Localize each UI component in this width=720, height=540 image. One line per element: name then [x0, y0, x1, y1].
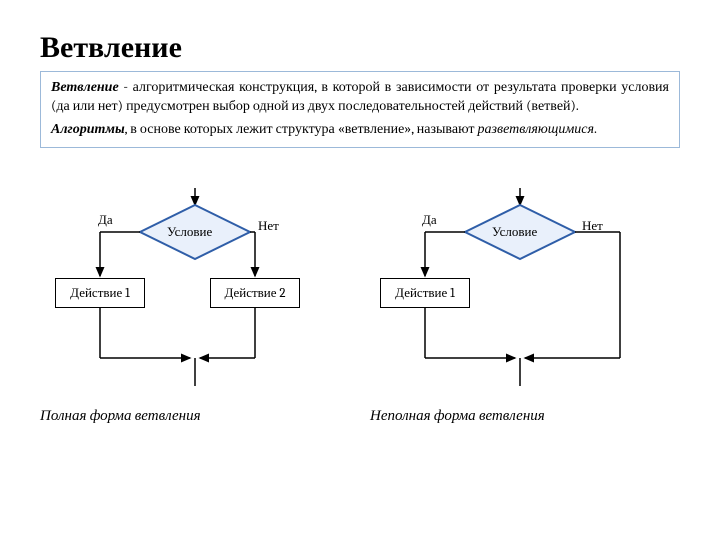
label-yes: Да	[98, 212, 113, 228]
def-text2b: .	[594, 120, 597, 137]
definition-box: Ветвление - алгоритмическая конструкция,…	[40, 71, 680, 148]
def-term3: разветвляющимися	[478, 120, 594, 137]
caption-short: Неполная форма ветвления	[370, 406, 660, 425]
box-action1: Действие 1	[380, 278, 470, 308]
label-no: Нет	[258, 218, 279, 234]
def-text2a: , в основе которых лежит структура «ветв…	[125, 120, 478, 137]
definition-p1: Ветвление - алгоритмическая конструкция,…	[51, 78, 669, 116]
box-action2: Действие 2	[210, 278, 300, 308]
label-cond: Условие	[492, 224, 537, 240]
diagrams-row: Да Условие Нет Действие 1 Действие 2 Пол…	[40, 188, 680, 425]
label-cond: Условие	[167, 224, 212, 240]
diagram-short: Да Условие Нет Действие 1 Неполная форма…	[370, 188, 660, 425]
caption-full: Полная форма ветвления	[40, 406, 350, 425]
def-term2: Алгоритмы	[51, 120, 125, 137]
label-no: Нет	[582, 218, 603, 234]
def-term1: Ветвление	[51, 78, 119, 95]
box-action1: Действие 1	[55, 278, 145, 308]
def-text1: - алгоритмическая конструкция, в которой…	[51, 78, 669, 114]
diagram-full: Да Условие Нет Действие 1 Действие 2 Пол…	[40, 188, 350, 425]
definition-p2: Алгоритмы, в основе которых лежит структ…	[51, 120, 669, 139]
label-yes: Да	[422, 212, 437, 228]
page-title: Ветвление	[40, 30, 680, 65]
